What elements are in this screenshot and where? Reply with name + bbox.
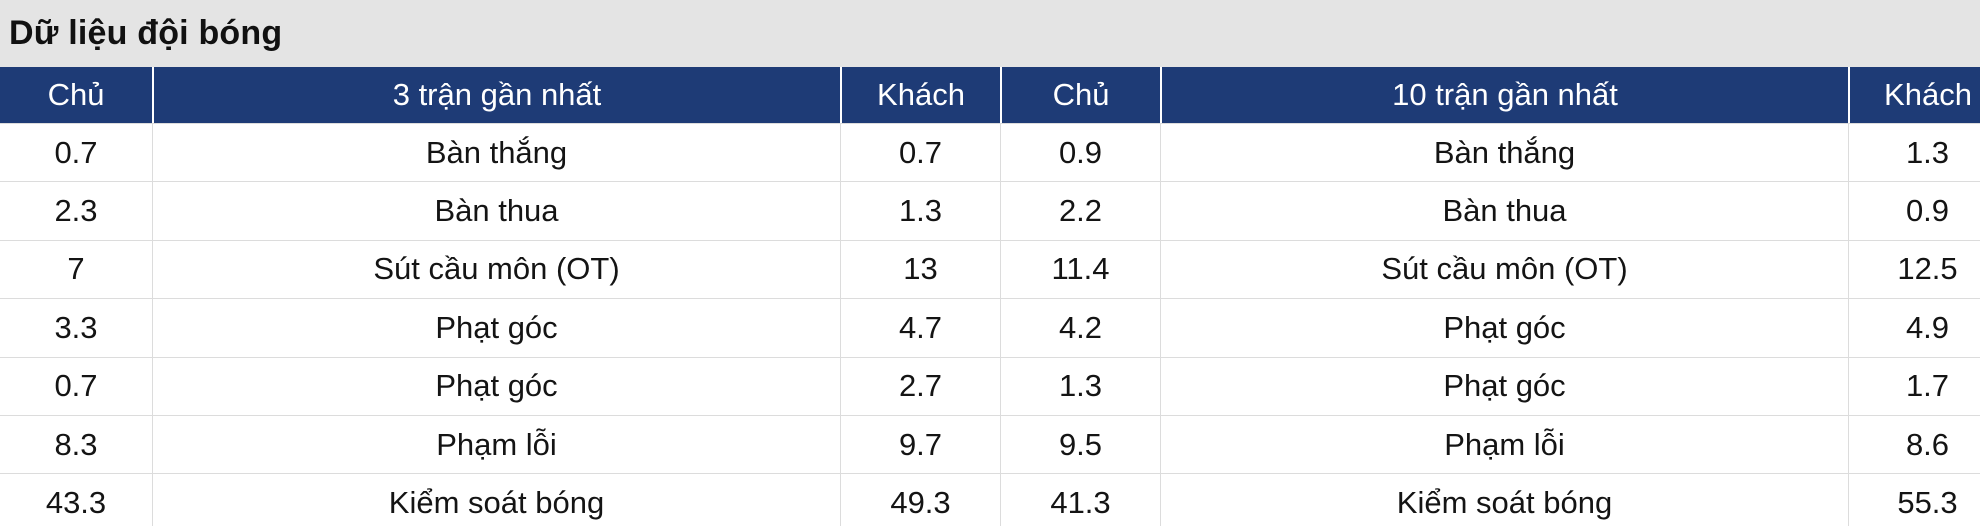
stat-away-last3: 2.7 [840,357,1000,415]
stat-home-last3: 43.3 [45,485,107,521]
stat-away-last3: 13 [840,240,1000,299]
stat-label-last10: Phạm lỗi [1160,415,1848,474]
header-away-last3: Khách [840,67,1000,123]
stat-home-last3: 0.7 [54,134,98,170]
stat-away-last10: 0.9 [1848,182,1980,240]
stat-label-last10: Sút cầu môn (OT) [1160,240,1848,299]
stat-label-last3: Bàn thua [152,182,840,240]
stat-away-last3: 1.3 [840,182,1000,240]
table-row: 0.7 Phạt góc 2.7 1.3 Phạt góc 1.7 [0,356,1980,415]
stat-away-last3: 0.7 [840,124,1000,182]
table-row: 0.7 Bàn thắng 0.7 0.9 Bàn thắng 1.3 [0,123,1980,182]
stat-away-last10: 1.7 [1848,357,1980,415]
stat-label-last3: Sút cầu môn (OT) [152,240,840,299]
stat-label-last10: Kiểm soát bóng [1160,474,1848,526]
header-home-last3: Chủ [47,77,105,112]
table-row: 2.3 Bàn thua 1.3 2.2 Bàn thua 0.9 [0,181,1980,240]
stat-label-last10: Bàn thắng [1160,124,1848,182]
stat-label-last3: Phạm lỗi [152,415,840,474]
header-label-last3: 3 trận gần nhất [152,67,840,123]
table-row: 43.3 Kiểm soát bóng 49.3 41.3 Kiểm soát … [0,473,1980,526]
section-title: Dữ liệu đội bóng [0,0,1980,67]
stat-home-last3: 0.7 [54,368,98,404]
stat-away-last3: 4.7 [840,299,1000,357]
stat-home-last3: 7 [67,251,85,287]
stat-label-last3: Kiểm soát bóng [152,474,840,526]
stat-home-last10: 0.9 [1000,124,1160,182]
stat-home-last10: 41.3 [1000,474,1160,526]
header-away-last10: Khách [1848,67,1980,123]
stat-away-last10: 12.5 [1848,240,1980,299]
stat-home-last10: 1.3 [1000,357,1160,415]
stat-away-last10: 1.3 [1848,124,1980,182]
stat-home-last3: 3.3 [54,309,98,345]
stat-label-last10: Bàn thua [1160,182,1848,240]
stat-away-last3: 9.7 [840,415,1000,474]
stat-away-last10: 55.3 [1848,474,1980,526]
stat-home-last3: 2.3 [54,193,98,229]
header-label-last10: 10 trận gần nhất [1160,67,1848,123]
stat-home-last10: 11.4 [1000,240,1160,299]
stat-away-last10: 8.6 [1848,415,1980,474]
stat-home-last10: 2.2 [1000,182,1160,240]
stat-away-last10: 4.9 [1848,299,1980,357]
stat-home-last10: 9.5 [1000,415,1160,474]
stat-home-last10: 4.2 [1000,299,1160,357]
stat-home-last3: 8.3 [54,426,98,462]
header-home-last10: Chủ [1000,67,1160,123]
stat-label-last3: Phạt góc [152,357,840,415]
table-row: 3.3 Phạt góc 4.7 4.2 Phạt góc 4.9 [0,298,1980,357]
stat-label-last10: Phạt góc [1160,299,1848,357]
stat-away-last3: 49.3 [840,474,1000,526]
table-row: 7 Sút cầu môn (OT) 13 11.4 Sút cầu môn (… [0,239,1980,299]
table-row: 8.3 Phạm lỗi 9.7 9.5 Phạm lỗi 8.6 [0,414,1980,474]
table-header-row: Chủ 3 trận gần nhất Khách Chủ 10 trận gầ… [0,67,1980,123]
stat-label-last3: Bàn thắng [152,124,840,182]
stat-label-last10: Phạt góc [1160,357,1848,415]
stat-label-last3: Phạt góc [152,299,840,357]
team-stats-table: Chủ 3 trận gần nhất Khách Chủ 10 trận gầ… [0,67,1980,526]
